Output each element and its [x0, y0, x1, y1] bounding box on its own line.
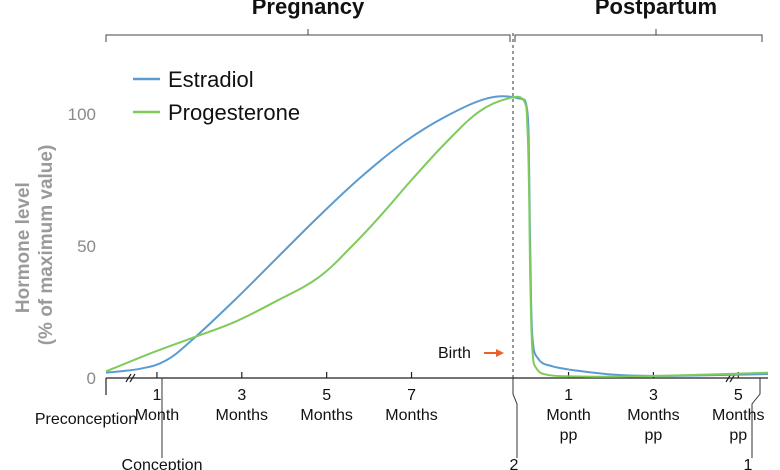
x-tick-label: 1: [564, 387, 573, 404]
period-title-postpartum: Postpartum: [595, 0, 717, 19]
legend-label-estradiol: Estradiol: [168, 67, 254, 92]
x-tick-label: 5: [322, 387, 331, 404]
y-axis-label-line2: (% of maximum value): [36, 145, 57, 346]
axis-break-left: [125, 373, 136, 383]
preconception-label: Preconception: [35, 411, 137, 428]
postpartum-end-divider: [751, 378, 761, 458]
x-tick-label: Months: [300, 407, 352, 424]
birth-arrow-head: [496, 349, 504, 357]
series-lines: [105, 95, 769, 378]
y-axis-label: Hormone level (% of maximum value): [13, 145, 57, 346]
label-2: 2: [510, 457, 519, 470]
x-tick-label: Months: [712, 407, 764, 424]
legend-label-progesterone: Progesterone: [168, 100, 300, 125]
postpartum-bracket: [514, 29, 763, 42]
birth-lower-divider: [512, 378, 518, 458]
x-ticks: 1 Month 3 Months 5 Months 7 Months 1 Month pp 3 Mont…: [135, 372, 765, 444]
birth-annotation: Birth: [438, 345, 504, 362]
x-tick-label: Months: [627, 407, 679, 424]
label-1: 1: [744, 457, 753, 470]
series-line-progesterone: [105, 95, 769, 378]
x-tick-label: Month: [546, 407, 590, 424]
legend: Estradiol Progesterone: [133, 67, 300, 125]
x-tick-label: 3: [237, 387, 246, 404]
x-tick-label: Months: [385, 407, 437, 424]
y-ticks: 0 50 100: [68, 105, 96, 388]
y-tick-label: 0: [87, 369, 96, 388]
pregnancy-bracket: [105, 29, 511, 42]
x-tick-label: 7: [407, 387, 416, 404]
y-tick-label: 100: [68, 105, 96, 124]
x-tick-label: pp: [645, 427, 663, 444]
x-tick-label: pp: [560, 427, 578, 444]
x-tick-label: 1: [152, 387, 161, 404]
period-title-pregnancy: Pregnancy: [252, 0, 365, 19]
x-tick-label: Month: [135, 407, 179, 424]
birth-label: Birth: [438, 345, 471, 362]
x-tick-label: 5: [734, 387, 743, 404]
y-axis-label-line1: Hormone level: [13, 182, 34, 313]
y-tick-label: 50: [77, 237, 96, 256]
x-tick-label: 3: [649, 387, 658, 404]
x-tick-label: Months: [216, 407, 268, 424]
conception-label: Conception: [122, 457, 203, 470]
x-tick-label: pp: [729, 427, 747, 444]
